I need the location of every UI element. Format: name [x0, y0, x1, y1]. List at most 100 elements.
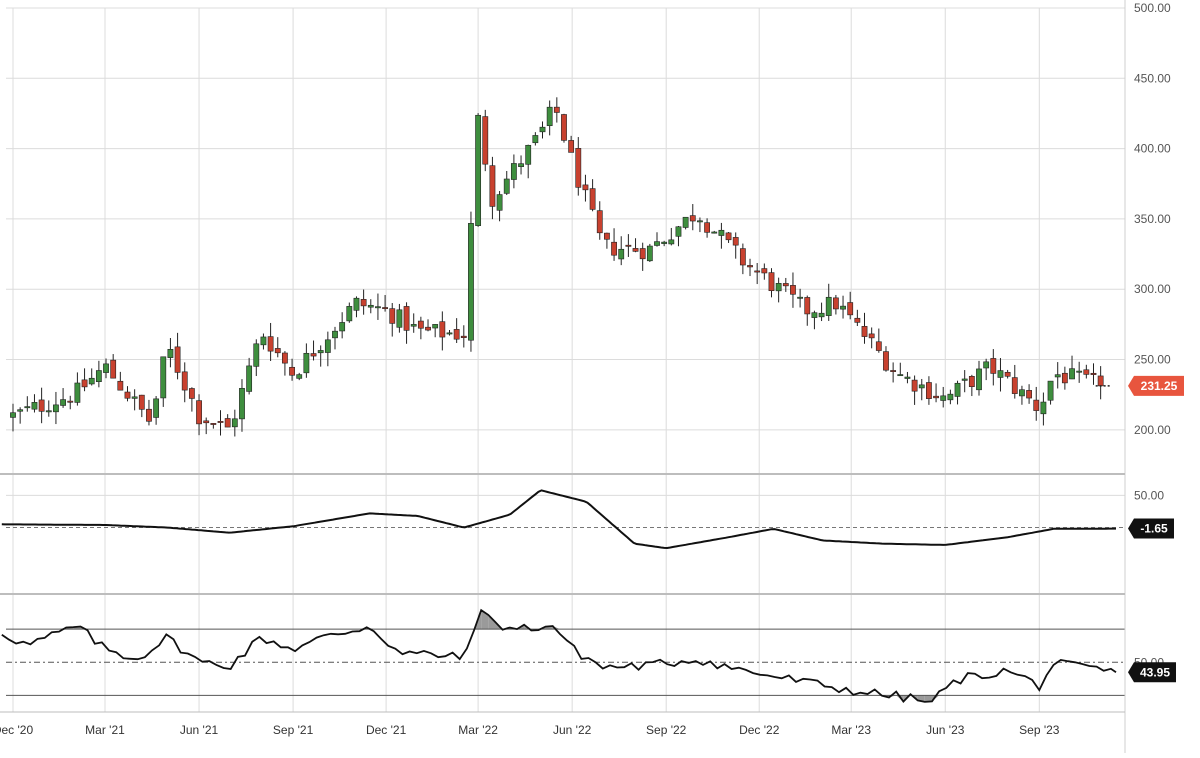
candle-body	[254, 344, 259, 367]
candle	[898, 363, 903, 376]
candle	[382, 295, 387, 312]
candle	[1019, 386, 1024, 405]
candle	[604, 233, 609, 249]
candle-body	[476, 115, 481, 225]
candle-body	[1069, 369, 1074, 379]
candle-body	[840, 306, 845, 309]
x-tick-label: Jun '23	[926, 723, 965, 737]
candle	[490, 157, 495, 219]
candle-body	[561, 114, 566, 140]
candle-body	[390, 309, 395, 324]
candle-body	[626, 245, 631, 246]
candle	[468, 212, 473, 352]
candle	[819, 303, 824, 321]
candle-body	[318, 350, 323, 352]
candle-body	[819, 313, 824, 317]
candle-body	[876, 342, 881, 351]
candle-body	[1091, 373, 1096, 374]
candle-body	[161, 357, 166, 398]
candle	[96, 361, 101, 388]
price-tick-label: 200.00	[1134, 423, 1171, 437]
candle	[976, 361, 981, 396]
candle-body	[10, 413, 15, 418]
candle	[619, 236, 624, 265]
candle-body	[1012, 378, 1017, 394]
candle-body	[139, 395, 144, 409]
candle-body	[790, 285, 795, 294]
candle	[60, 388, 65, 408]
candle	[347, 303, 352, 323]
candle-body	[39, 400, 44, 411]
candle-body	[683, 217, 688, 227]
candle	[1062, 367, 1067, 390]
candle-body	[325, 340, 330, 353]
candle	[962, 370, 967, 392]
candle	[32, 394, 37, 412]
candle	[53, 392, 58, 424]
candle-body	[848, 303, 853, 315]
panel-frames	[0, 0, 1125, 753]
candle-body	[461, 336, 466, 338]
candle-body	[1048, 381, 1053, 400]
candle-body	[991, 358, 996, 373]
candle-body	[1019, 390, 1024, 396]
candle	[597, 201, 602, 240]
candle-body	[497, 195, 502, 211]
candle	[397, 304, 402, 333]
candle-body	[704, 223, 709, 233]
candle-body	[905, 377, 910, 379]
x-tick-label: Jun '21	[180, 723, 219, 737]
candle	[1077, 362, 1082, 383]
candle	[289, 359, 294, 381]
cci-badge: -1.65	[1128, 519, 1174, 539]
candle-body	[404, 306, 409, 330]
candle-body	[196, 401, 201, 424]
candle-body	[440, 322, 445, 337]
candle	[747, 259, 752, 276]
candle	[368, 299, 373, 313]
candle-body	[18, 410, 23, 412]
candle	[447, 330, 452, 336]
candle-body	[25, 407, 30, 408]
candle-body	[1084, 370, 1089, 375]
x-tick-label: Mar '23	[831, 723, 871, 737]
candle-body	[275, 348, 280, 352]
candle-body	[633, 248, 638, 251]
candle-body	[690, 216, 695, 221]
x-tick-label: Dec '22	[739, 723, 780, 737]
candle-body	[304, 353, 309, 373]
candle	[504, 171, 509, 195]
candle	[325, 332, 330, 367]
candle	[1091, 363, 1096, 385]
candle	[833, 295, 838, 315]
candle-body	[540, 127, 545, 132]
candle-body	[769, 273, 774, 291]
candle	[955, 381, 960, 405]
candle	[361, 290, 366, 315]
candle-body	[719, 230, 724, 235]
candle-body	[261, 337, 266, 345]
candle	[526, 145, 531, 179]
candle	[304, 343, 309, 377]
candle-body	[798, 297, 803, 298]
candle-body	[211, 423, 216, 424]
candle-body	[1055, 375, 1060, 377]
candle-body	[948, 394, 953, 400]
candle	[647, 244, 652, 262]
candle	[1012, 365, 1017, 399]
candle	[640, 243, 645, 271]
candle-body	[125, 392, 130, 398]
candle-body	[433, 324, 438, 328]
candle	[991, 349, 996, 385]
candle	[118, 372, 123, 390]
candle	[883, 346, 888, 372]
candle-body	[998, 371, 1003, 378]
candle	[311, 341, 316, 361]
candle-body	[182, 372, 187, 390]
candle-body	[1005, 372, 1010, 376]
candle	[425, 319, 430, 331]
candle-body	[590, 189, 595, 210]
candle-body	[60, 400, 65, 406]
candle-body	[712, 232, 717, 233]
candle	[740, 244, 745, 275]
